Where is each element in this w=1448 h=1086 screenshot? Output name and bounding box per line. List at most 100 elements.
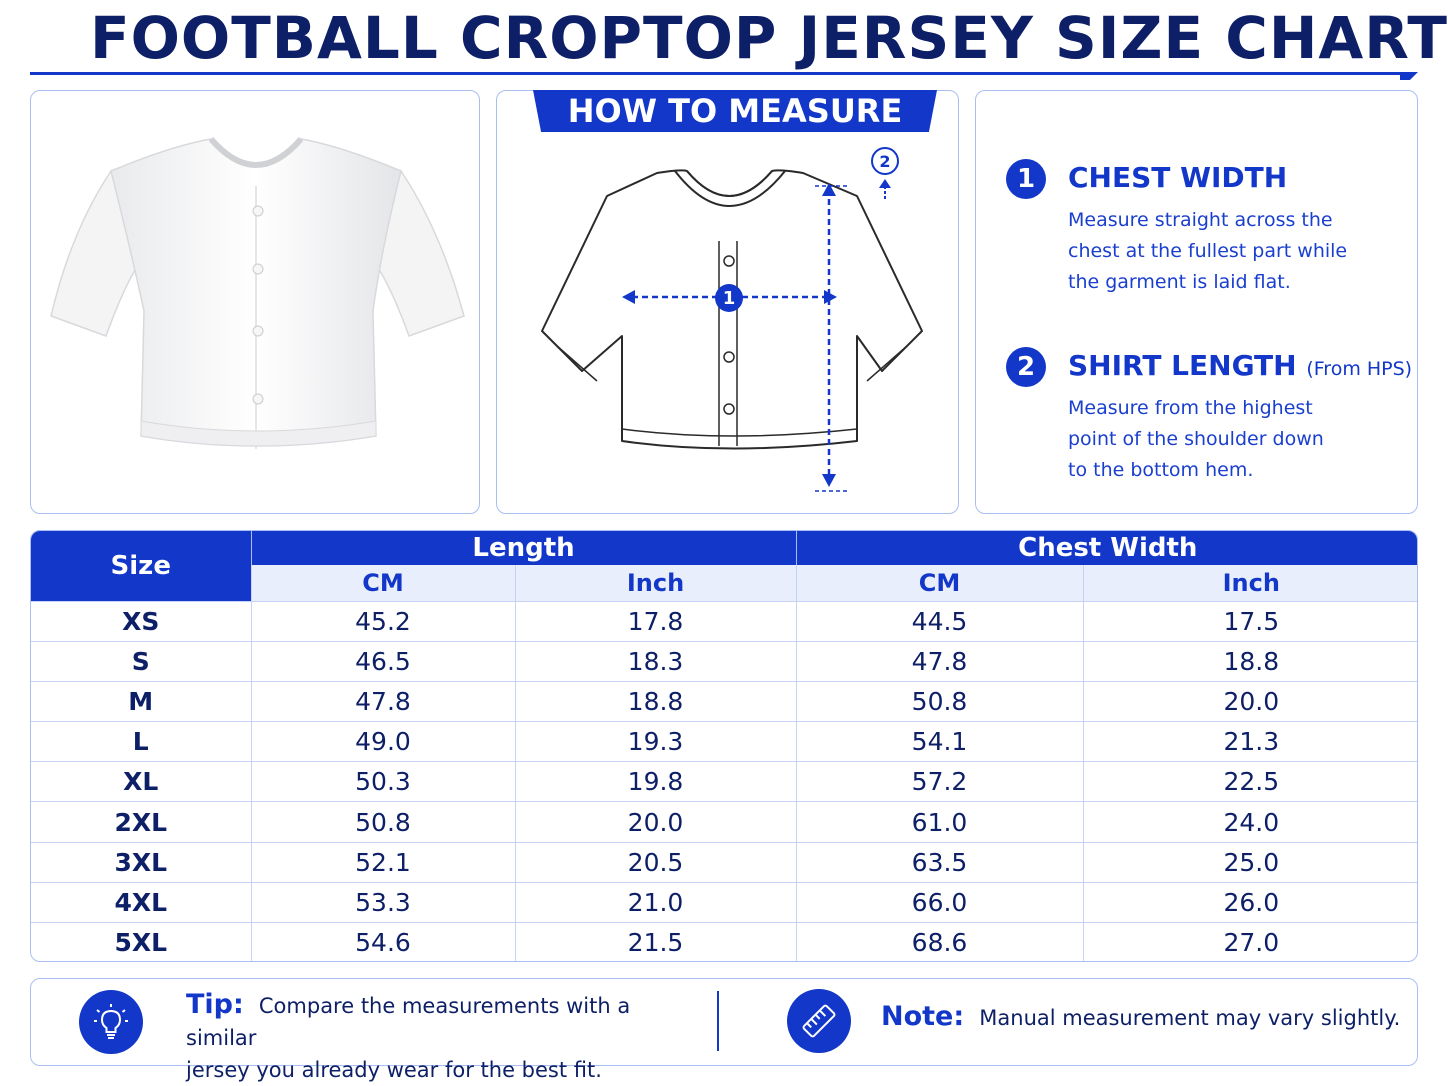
length-inch-cell: 19.3 xyxy=(514,721,797,762)
table-row: 3XL 52.1 20.5 63.5 25.0 xyxy=(31,841,1417,883)
chest-cm-cell: 44.5 xyxy=(795,600,1084,642)
chest-inch-cell: 20.0 xyxy=(1082,680,1417,722)
shirt-length-title: SHIRT LENGTH (From HPS) xyxy=(1068,349,1412,382)
table-row: 4XL 53.3 21.0 66.0 26.0 xyxy=(31,881,1417,923)
chest-cm-header: CM xyxy=(795,565,1084,601)
chest-width-number: 1 xyxy=(1006,159,1046,199)
title-underline xyxy=(30,72,1410,75)
chest-width-description: Measure straight across the chest at the… xyxy=(1068,205,1388,298)
size-cell: M xyxy=(31,680,251,722)
length-cm-cell: 50.3 xyxy=(250,761,515,802)
note-text-block: Note: Manual measurement may vary slight… xyxy=(881,1001,1400,1032)
length-inch-cell: 19.8 xyxy=(514,761,797,802)
chest-width-line: Measure straight across the xyxy=(1068,209,1333,231)
length-cm-cell: 47.8 xyxy=(250,680,515,722)
jersey-photo xyxy=(50,137,465,449)
table-row: XL 50.3 19.8 57.2 22.5 xyxy=(31,761,1417,802)
chest-width-line: the garment is laid flat. xyxy=(1068,271,1291,293)
chest-inch-cell: 18.8 xyxy=(1082,640,1417,682)
shirt-length-line: Measure from the highest xyxy=(1068,397,1313,419)
size-cell: XS xyxy=(31,600,251,642)
footer-divider xyxy=(717,991,719,1051)
how-to-measure-panel: HOW TO MEASURE 1 2 xyxy=(496,90,959,514)
length-inch-cell: 20.5 xyxy=(514,841,797,883)
chest-cm-cell: 63.5 xyxy=(795,841,1084,883)
marker-1-badge: 1 xyxy=(715,284,743,312)
length-inch-cell: 21.5 xyxy=(514,921,797,961)
chest-cm-cell: 66.0 xyxy=(795,881,1084,923)
length-inch-cell: 18.8 xyxy=(514,680,797,722)
table-row: L 49.0 19.3 54.1 21.3 xyxy=(31,721,1417,762)
length-inch-cell: 21.0 xyxy=(514,881,797,923)
chest-width-title-text: CHEST WIDTH xyxy=(1068,161,1288,194)
length-cm-cell: 45.2 xyxy=(250,600,515,642)
jersey-photo-panel xyxy=(30,90,480,514)
tip-line: Compare the measurements with a similar xyxy=(186,994,631,1050)
chest-inch-cell: 22.5 xyxy=(1082,761,1417,802)
length-cm-cell: 53.3 xyxy=(250,881,515,923)
chest-cm-cell: 54.1 xyxy=(795,721,1084,762)
size-cell: 4XL xyxy=(31,881,251,923)
shirt-length-note: (From HPS) xyxy=(1306,358,1413,380)
table-row: 2XL 50.8 20.0 61.0 24.0 xyxy=(31,801,1417,843)
chest-cm-cell: 57.2 xyxy=(795,761,1084,802)
chest-inch-cell: 26.0 xyxy=(1082,881,1417,923)
tip-label: Tip: xyxy=(186,989,244,1020)
chest-cm-cell: 47.8 xyxy=(795,640,1084,682)
length-cm-cell: 52.1 xyxy=(250,841,515,883)
size-cell: XL xyxy=(31,761,251,802)
note-label: Note: xyxy=(881,1001,965,1032)
length-inch-header: Inch xyxy=(514,565,797,601)
length-cm-cell: 46.5 xyxy=(250,640,515,682)
chest-cm-cell: 68.6 xyxy=(795,921,1084,961)
shirt-length-title-text: SHIRT LENGTH xyxy=(1068,349,1297,382)
page-title: FOOTBALL CROPTOP JERSEY SIZE CHART xyxy=(90,4,1448,72)
size-cell: 5XL xyxy=(31,921,251,961)
footer-bar: Tip: Compare the measurements with a sim… xyxy=(30,978,1418,1082)
size-cell: S xyxy=(31,640,251,682)
length-inch-cell: 20.0 xyxy=(514,801,797,843)
tip-line: jersey you already wear for the best fit… xyxy=(186,1058,602,1082)
size-cell: 2XL xyxy=(31,801,251,843)
how-to-measure-heading: HOW TO MEASURE xyxy=(533,90,937,132)
marker-1-label: 1 xyxy=(722,287,736,309)
chest-inch-cell: 27.0 xyxy=(1082,921,1417,961)
size-cell: 3XL xyxy=(31,841,251,883)
length-cm-header: CM xyxy=(250,565,515,601)
ruler-icon xyxy=(787,989,851,1053)
chest-inch-cell: 24.0 xyxy=(1082,801,1417,843)
shirt-length-description: Measure from the highest point of the sh… xyxy=(1068,393,1388,486)
length-inch-cell: 17.8 xyxy=(514,600,797,642)
note-text: Manual measurement may vary slightly. xyxy=(979,1006,1401,1030)
chest-cm-cell: 61.0 xyxy=(795,801,1084,843)
title-underline-tip xyxy=(1400,72,1418,80)
table-row: S 46.5 18.3 47.8 18.8 xyxy=(31,640,1417,682)
lightbulb-icon xyxy=(79,990,143,1054)
length-inch-cell: 18.3 xyxy=(514,640,797,682)
shirt-length-line: point of the shoulder down xyxy=(1068,428,1324,450)
chest-inch-header: Inch xyxy=(1082,565,1417,601)
measurement-info-panel: 1 CHEST WIDTH Measure straight across th… xyxy=(975,90,1418,514)
size-table: Size Length Chest Width CM Inch CM Inch … xyxy=(30,530,1418,962)
length-group-header: Length xyxy=(250,531,797,566)
marker-2-label: 2 xyxy=(879,151,891,171)
chest-inch-cell: 17.5 xyxy=(1082,600,1417,642)
chest-width-line: chest at the fullest part while xyxy=(1068,240,1348,262)
marker-2-badge: 2 xyxy=(871,147,899,175)
table-row: M 47.8 18.8 50.8 20.0 xyxy=(31,680,1417,722)
tip-text-block: Tip: Compare the measurements with a sim… xyxy=(186,989,706,1086)
length-cm-cell: 54.6 xyxy=(250,921,515,961)
table-row: 5XL 54.6 21.5 68.6 27.0 xyxy=(31,921,1417,961)
shirt-length-line: to the bottom hem. xyxy=(1068,459,1254,481)
length-cm-cell: 50.8 xyxy=(250,801,515,843)
chest-inch-cell: 21.3 xyxy=(1082,721,1417,762)
chest-cm-cell: 50.8 xyxy=(795,680,1084,722)
length-cm-cell: 49.0 xyxy=(250,721,515,762)
size-cell: L xyxy=(31,721,251,762)
chest-inch-cell: 25.0 xyxy=(1082,841,1417,883)
table-row: XS 45.2 17.8 44.5 17.5 xyxy=(31,600,1417,642)
size-column-header: Size xyxy=(31,531,251,601)
chest-width-group-header: Chest Width xyxy=(795,531,1417,566)
chest-width-title: CHEST WIDTH xyxy=(1068,161,1287,194)
shirt-length-number: 2 xyxy=(1006,347,1046,387)
